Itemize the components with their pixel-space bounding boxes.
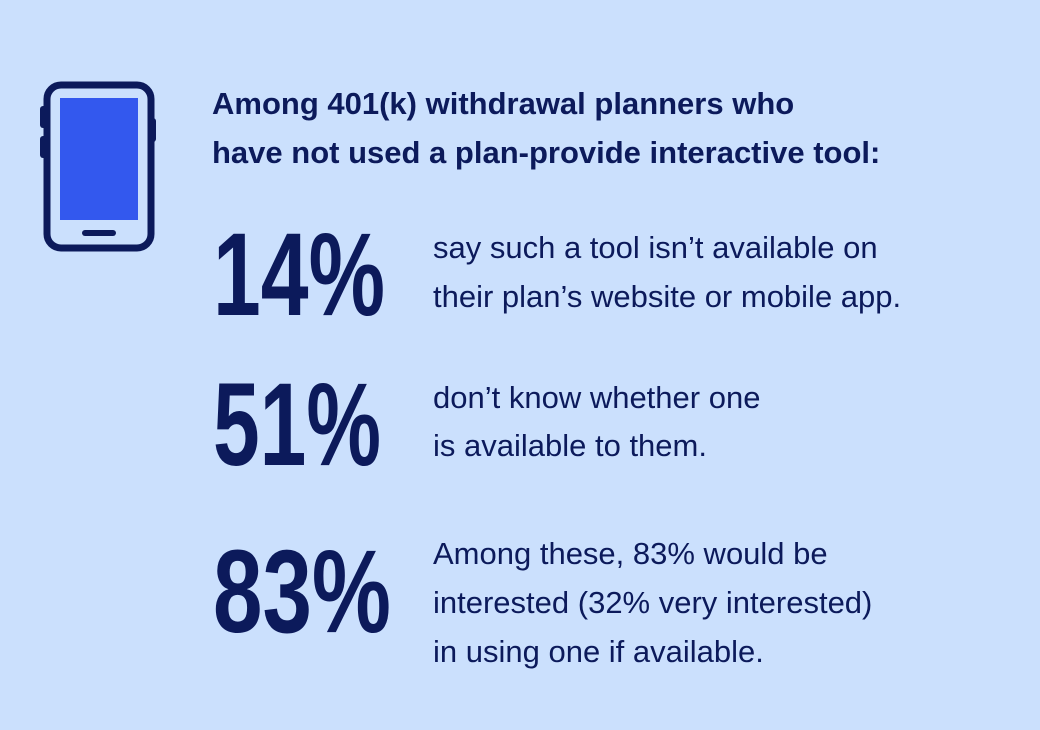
phone-screen [60, 98, 138, 220]
phone-icon [40, 81, 156, 252]
stat-text: interested (32% very interested) [433, 585, 872, 620]
stat-figure: 51% [213, 359, 381, 491]
stat-text: is available to them. [433, 428, 707, 463]
title-line: have not used a plan-provide interactive… [212, 135, 880, 170]
stat-text: say such a tool isn’t available on [433, 230, 878, 265]
stat-figure: 14% [213, 209, 385, 341]
stat-figure: 83% [213, 526, 391, 658]
stats: 14% say such a tool isn’t available on the… [213, 209, 901, 669]
stat-text: Among these, 83% would be [433, 536, 828, 571]
stat-text: in using one if available. [433, 634, 764, 669]
stat-text: don’t know whether one [433, 380, 760, 415]
phone-home [82, 230, 116, 236]
title-line: Among 401(k) withdrawal planners who [212, 86, 794, 121]
stat-text: their plan’s website or mobile app. [433, 279, 901, 314]
